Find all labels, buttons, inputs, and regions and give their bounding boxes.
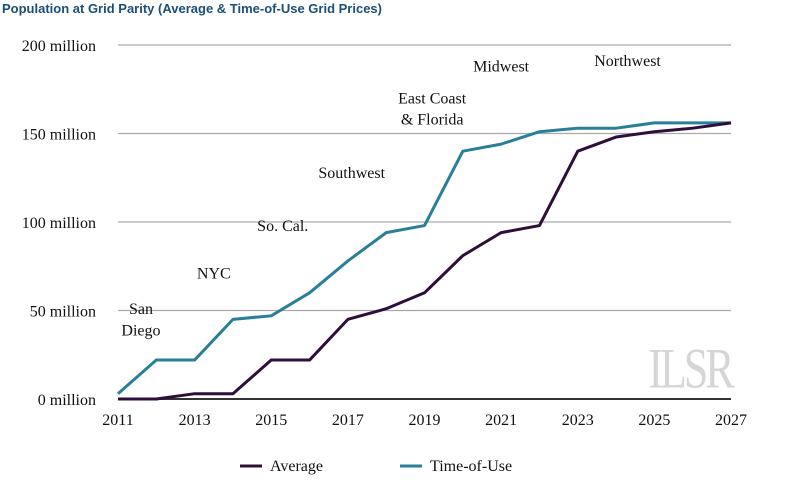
x-tick-label: 2027 [715, 412, 747, 429]
region-annotation: Midwest [473, 59, 530, 76]
y-tick-label: 200 million [22, 38, 96, 55]
x-tick-label: 2021 [485, 412, 517, 429]
region-annotation: East Coast [398, 90, 467, 107]
region-annotation: NYC [197, 266, 231, 283]
y-tick-label: 50 million [30, 304, 96, 321]
chart-title: Population at Grid Parity (Average & Tim… [2, 1, 382, 16]
x-tick-label: 2019 [409, 412, 441, 429]
region-annotation: So. Cal. [257, 218, 308, 235]
region-annotation: Diego [121, 322, 160, 339]
ilsr-logo: ILSR [648, 338, 734, 401]
region-annotation: Northwest [594, 53, 661, 70]
x-tick-label: 2023 [562, 412, 594, 429]
y-tick-label: 150 million [22, 127, 96, 144]
region-annotation: & Florida [401, 112, 464, 129]
y-tick-label: 100 million [22, 215, 96, 232]
y-tick-label: 0 million [38, 392, 96, 409]
region-annotation: San [129, 301, 153, 318]
x-tick-label: 2013 [179, 412, 211, 429]
region-annotation: Southwest [318, 165, 385, 182]
legend-label: Time-of-Use [430, 458, 512, 475]
x-tick-label: 2025 [638, 412, 670, 429]
x-tick-label: 2011 [102, 412, 133, 429]
legend-label: Average [270, 458, 323, 475]
series-line-time-of-use [117, 121, 731, 395]
series-line-average [118, 121, 732, 401]
x-tick-label: 2015 [255, 412, 287, 429]
x-tick-label: 2017 [332, 412, 364, 429]
